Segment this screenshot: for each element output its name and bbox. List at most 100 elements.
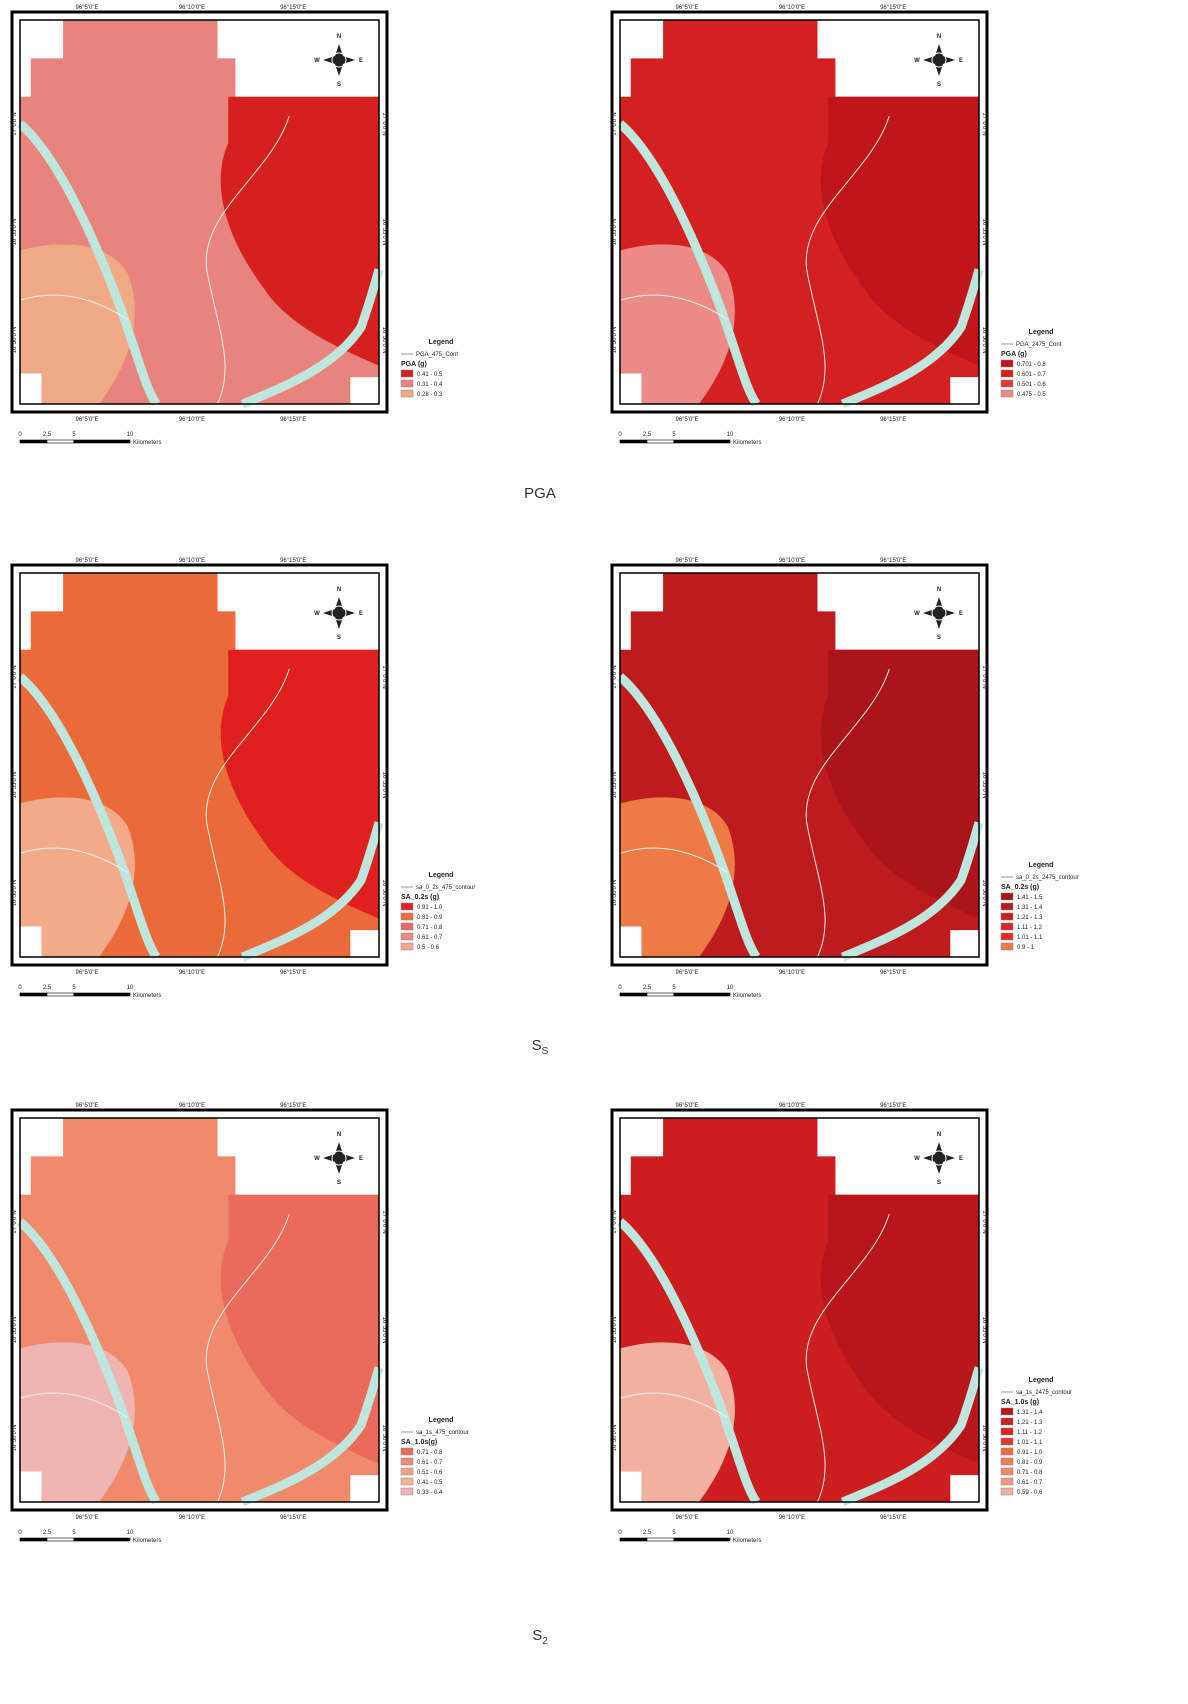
scale-tick-label: 10 <box>727 985 734 991</box>
legend-class-label: 0.81 - 0.9 <box>417 915 443 921</box>
legend-swatch <box>1001 1448 1013 1455</box>
scale-tick-label: 2.5 <box>643 985 652 991</box>
latitude-label: 16°50'0"N <box>12 1425 18 1452</box>
compass-letter: N <box>337 587 341 593</box>
compass-letter: E <box>959 58 963 64</box>
latitude-label: 17°0'0"N <box>381 665 387 688</box>
longitude-label: 96°15'0"E <box>280 970 306 976</box>
scale-tick-label: 5 <box>672 1530 676 1536</box>
longitude-label: 96°10'0"E <box>779 1515 805 1521</box>
longitude-label: 96°5'0"E <box>675 970 698 976</box>
longitude-label: 96°10'0"E <box>179 1515 205 1521</box>
legend-swatch <box>401 390 413 397</box>
longitude-label: 96°15'0"E <box>880 970 906 976</box>
map-panel: 96°5'0"E96°5'0"E96°10'0"E96°10'0"E96°15'… <box>612 5 1062 446</box>
latitude-label: 16°55'0"N <box>981 1317 987 1344</box>
legend-line-label: PGA_2475_Cont <box>1016 342 1062 348</box>
legend-class-label: 1.01 - 1.1 <box>1017 1440 1043 1446</box>
latitude-label: 17°0'0"N <box>381 112 387 135</box>
legend-swatch <box>1001 360 1013 367</box>
longitude-label: 96°10'0"E <box>779 558 805 564</box>
legend-class-label: 1.01 - 1.1 <box>1017 935 1043 941</box>
latitude-label: 16°50'0"N <box>12 880 18 907</box>
legend-title: Legend <box>429 1417 454 1424</box>
scale-unit: Kilometers <box>133 440 161 446</box>
legend-class-label: 0.91 - 1.0 <box>1017 1450 1043 1456</box>
legend-class-label: 0.61 - 0.7 <box>1017 1480 1043 1486</box>
legend-class-label: 0.91 - 1.0 <box>417 905 443 911</box>
legend-swatch <box>1001 943 1013 950</box>
longitude-label: 96°15'0"E <box>280 1515 306 1521</box>
legend-class-label: 0.71 - 0.8 <box>417 1450 443 1456</box>
latitude-label: 16°55'0"N <box>981 219 987 246</box>
scale-tick-label: 0 <box>18 432 22 438</box>
map-panel: 96°5'0"E96°5'0"E96°10'0"E96°10'0"E96°15'… <box>12 1103 469 1544</box>
legend-class-label: 1.11 - 1.2 <box>1017 925 1043 931</box>
legend-swatch <box>1001 903 1013 910</box>
latitude-label: 17°0'0"N <box>981 112 987 135</box>
map-panel: 96°5'0"E96°5'0"E96°10'0"E96°10'0"E96°15'… <box>12 5 458 446</box>
latitude-label: 16°55'0"N <box>381 1317 387 1344</box>
caption-text: S <box>532 1627 542 1644</box>
compass-letter: S <box>337 1180 341 1186</box>
legend-swatch <box>1001 1478 1013 1485</box>
caption-text: PGA <box>524 485 556 502</box>
compass-letter: E <box>359 611 363 617</box>
scale-tick-label: 2.5 <box>43 432 52 438</box>
latitude-label: 16°55'0"N <box>12 219 18 246</box>
legend-swatch <box>1001 1428 1013 1435</box>
latitude-label: 16°55'0"N <box>612 219 618 246</box>
scale-tick-label: 10 <box>127 985 134 991</box>
legend-field: SA_1.0s (g) <box>1001 1399 1039 1406</box>
latitude-label: 16°50'0"N <box>381 880 387 907</box>
scale-bar <box>620 440 647 443</box>
latitude-label: 17°0'0"N <box>12 665 18 688</box>
scale-bar <box>647 440 674 443</box>
scale-tick-label: 10 <box>127 1530 134 1536</box>
compass-letter: S <box>937 82 941 88</box>
scale-tick-label: 2.5 <box>43 1530 52 1536</box>
legend-class-label: 0.475 - 0.5 <box>1017 392 1046 398</box>
caption-subscript: S <box>542 1046 549 1057</box>
longitude-label: 96°10'0"E <box>179 417 205 423</box>
compass-letter: N <box>337 1132 341 1138</box>
legend-swatch <box>401 370 413 377</box>
scale-tick-label: 0 <box>618 1530 622 1536</box>
scale-tick-label: 5 <box>672 985 676 991</box>
legend-class-label: 0.601 - 0.7 <box>1017 372 1046 378</box>
scale-tick-label: 5 <box>72 1530 76 1536</box>
latitude-label: 16°50'0"N <box>981 880 987 907</box>
latitude-label: 16°55'0"N <box>612 772 618 799</box>
scale-bar <box>674 1538 730 1541</box>
legend-class-label: 0.9 - 1 <box>1017 945 1035 951</box>
legend-class-label: 1.41 - 1.5 <box>1017 895 1043 901</box>
compass-letter: E <box>959 1156 963 1162</box>
latitude-label: 16°50'0"N <box>381 1425 387 1452</box>
scale-tick-label: 0 <box>18 1530 22 1536</box>
longitude-label: 96°5'0"E <box>75 417 98 423</box>
compass-letter: S <box>937 635 941 641</box>
scale-tick-label: 0 <box>618 985 622 991</box>
scale-unit: Kilometers <box>733 440 761 446</box>
compass-letter: E <box>359 58 363 64</box>
legend-class-label: 1.21 - 1.3 <box>1017 915 1043 921</box>
latitude-label: 17°0'0"N <box>12 1210 18 1233</box>
longitude-label: 96°15'0"E <box>880 1515 906 1521</box>
legend-class-label: 0.501 - 0.6 <box>1017 382 1046 388</box>
compass-letter: E <box>359 1156 363 1162</box>
legend-swatch <box>401 1458 413 1465</box>
scale-tick-label: 10 <box>727 432 734 438</box>
longitude-label: 96°10'0"E <box>179 558 205 564</box>
scale-tick-label: 2.5 <box>643 1530 652 1536</box>
legend-class-label: 0.51 - 0.6 <box>417 1470 443 1476</box>
latitude-label: 16°55'0"N <box>381 772 387 799</box>
row-caption: S2 <box>532 1627 548 1647</box>
row-caption: SS <box>532 1037 549 1057</box>
legend-class-label: 0.5 - 0.6 <box>417 945 440 951</box>
legend-class-label: 0.61 - 0.7 <box>417 1460 443 1466</box>
legend-class-label: 0.31 - 0.4 <box>417 382 443 388</box>
longitude-label: 96°10'0"E <box>179 5 205 11</box>
legend-class-label: 0.33 - 0.4 <box>417 1490 443 1496</box>
longitude-label: 96°15'0"E <box>280 417 306 423</box>
longitude-label: 96°5'0"E <box>675 417 698 423</box>
